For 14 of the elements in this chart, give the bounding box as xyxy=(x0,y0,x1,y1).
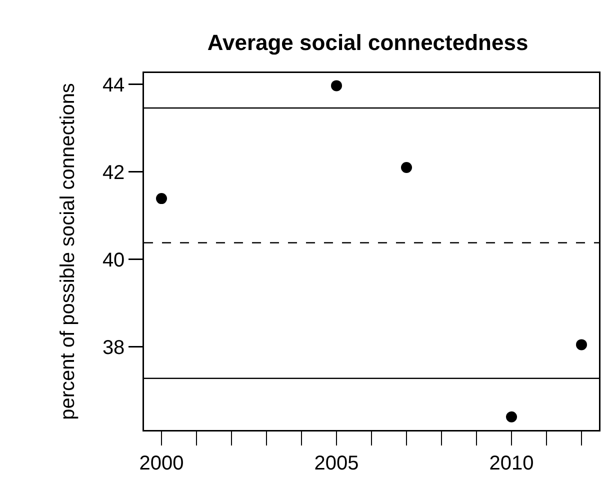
point xyxy=(401,162,412,173)
x-tick-label: 2000 xyxy=(139,452,184,474)
x-tick-label: 2010 xyxy=(489,452,534,474)
point xyxy=(506,411,517,422)
y-tick-label: 44 xyxy=(102,74,125,96)
y-tick-label: 42 xyxy=(102,162,125,184)
y-tick-label: 38 xyxy=(102,336,125,359)
point xyxy=(156,193,167,204)
point xyxy=(331,80,342,92)
point xyxy=(576,339,587,350)
y-tick-label: 40 xyxy=(102,249,125,272)
x-tick-label: 2005 xyxy=(314,452,359,474)
chart-title: Average social connectedness xyxy=(207,30,528,55)
y-axis-title: percent of possible social connections xyxy=(57,83,80,420)
